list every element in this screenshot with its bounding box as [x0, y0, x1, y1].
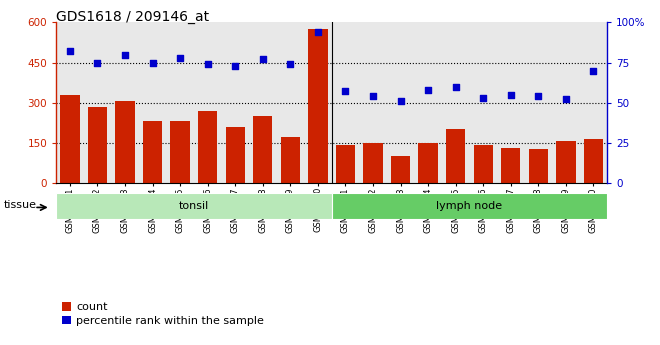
Bar [474, 146, 493, 183]
Bar [584, 139, 603, 183]
Bar [56, 193, 331, 219]
Legend: count, percentile rank within the sample: count, percentile rank within the sample [61, 302, 264, 326]
Point [340, 89, 350, 94]
Point [478, 95, 488, 101]
Point [506, 92, 516, 97]
Point [65, 49, 75, 54]
Bar [529, 149, 548, 183]
Bar [280, 137, 300, 183]
Point [395, 98, 406, 104]
Point [92, 60, 103, 65]
Bar [88, 107, 107, 183]
Bar [308, 29, 327, 183]
Point [230, 63, 240, 69]
Point [588, 68, 599, 73]
Point [203, 61, 213, 67]
Text: lymph node: lymph node [436, 201, 502, 211]
Bar [331, 193, 607, 219]
Bar [226, 127, 245, 183]
Text: tonsil: tonsil [179, 201, 209, 211]
Point [285, 61, 296, 67]
Point [257, 57, 268, 62]
Text: GDS1618 / 209146_at: GDS1618 / 209146_at [56, 10, 209, 24]
Bar [60, 95, 79, 183]
Bar [198, 111, 217, 183]
Point [533, 93, 544, 99]
Bar [364, 143, 383, 183]
Point [450, 84, 461, 89]
Bar [556, 141, 576, 183]
Bar [418, 143, 438, 183]
Point [560, 97, 571, 102]
Text: tissue: tissue [3, 200, 36, 210]
Point [147, 60, 158, 65]
Point [423, 87, 434, 92]
Point [368, 93, 378, 99]
Bar [336, 146, 355, 183]
Point [175, 55, 185, 60]
Bar [253, 116, 273, 183]
Bar [170, 121, 189, 183]
Point [119, 52, 130, 57]
Point [313, 29, 323, 35]
Bar [501, 148, 520, 183]
Bar [115, 101, 135, 183]
Bar [446, 129, 465, 183]
Bar [143, 121, 162, 183]
Bar [391, 156, 410, 183]
